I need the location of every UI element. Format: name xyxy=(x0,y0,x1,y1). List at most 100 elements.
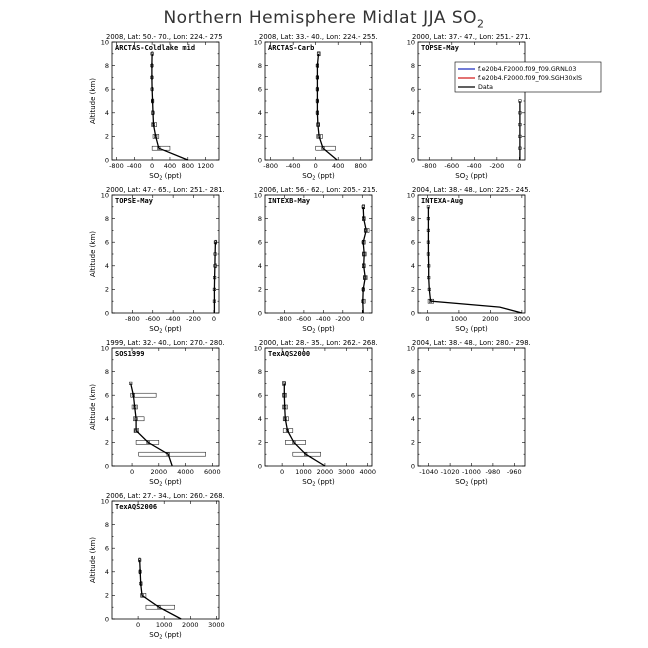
data-point xyxy=(157,146,161,150)
y-tick-label: 2 xyxy=(105,439,109,447)
y-tick-label: 4 xyxy=(258,262,262,270)
data-point xyxy=(131,393,135,397)
legend: f.e20b4.F2000.f09_f09.GRNL03 f.e20b4.F200… xyxy=(454,61,602,93)
data-point xyxy=(285,429,290,433)
x-tick-label: -400 xyxy=(316,315,331,323)
data-point xyxy=(427,287,431,291)
data-point xyxy=(427,264,431,268)
data-profile-line xyxy=(130,383,173,467)
y-tick-label: 0 xyxy=(411,309,415,317)
y-tick-label: 10 xyxy=(407,344,415,352)
data-point xyxy=(518,99,522,103)
panel-name: INTEXB-May xyxy=(268,197,311,205)
y-tick-label: 2 xyxy=(258,286,262,294)
x-axis-label: SO2 (ppt) xyxy=(455,325,488,335)
data-profile-line xyxy=(283,383,326,467)
x-tick-label: -1020 xyxy=(441,468,460,476)
x-axis-label: SO2 (ppt) xyxy=(455,172,488,182)
data-point xyxy=(362,252,366,256)
data-point xyxy=(315,87,319,91)
data-point xyxy=(140,593,144,597)
y-tick-label: 10 xyxy=(407,191,415,199)
page-title: Northern Hemisphere Midlat JJA SO2 xyxy=(0,8,648,30)
data-point xyxy=(361,205,365,209)
panel-4: 2000, Lat: 47.- 65., Lon: 251.- 281. TOPS… xyxy=(89,186,225,335)
y-tick-label: 10 xyxy=(101,497,109,505)
panel-frame xyxy=(417,41,526,161)
data-profile-line xyxy=(316,53,338,161)
y-axis-label: Altitude (km) xyxy=(89,231,97,277)
data-profile-line xyxy=(362,206,367,314)
x-tick-label: -800 xyxy=(422,162,437,170)
y-tick-label: 6 xyxy=(105,545,109,553)
data-point xyxy=(282,393,286,397)
y-tick-label: 0 xyxy=(105,309,109,317)
data-point xyxy=(361,240,365,244)
data-point xyxy=(151,111,155,115)
data-point xyxy=(213,276,217,280)
data-point xyxy=(292,440,296,444)
panel-name: SOS1999 xyxy=(115,350,145,358)
y-tick-label: 10 xyxy=(101,344,109,352)
y-tick-label: 6 xyxy=(258,392,262,400)
x-tick-label: 400 xyxy=(164,162,176,170)
panel-7: 1999, Lat: 32.- 40., Lon: 270.- 280. SOS1… xyxy=(89,339,225,488)
x-axis-label: SO2 (ppt) xyxy=(302,478,335,488)
panel-frame xyxy=(111,194,220,314)
data-point xyxy=(213,252,217,256)
panel-1: 2008, Lat: 50.- 70., Lon: 224.- 275 ARCTA… xyxy=(89,33,223,182)
data-profile-line xyxy=(213,242,217,313)
x-axis-label: SO2 (ppt) xyxy=(302,325,335,335)
x-tick-label: 400 xyxy=(332,162,344,170)
y-tick-label: 4 xyxy=(411,415,415,423)
error-box xyxy=(151,145,171,151)
y-tick-label: 8 xyxy=(411,368,415,376)
x-tick-label: -600 xyxy=(145,315,160,323)
x-tick-label: 800 xyxy=(355,162,367,170)
x-axis-label: SO2 (ppt) xyxy=(302,172,335,182)
panel-header: 2004, Lat: 38.- 48., Lon: 225.- 245. xyxy=(412,186,531,194)
data-point xyxy=(150,64,154,68)
data-point xyxy=(361,287,365,291)
x-tick-label: 1200 xyxy=(197,162,214,170)
data-point xyxy=(213,240,217,244)
y-tick-label: 6 xyxy=(105,86,109,94)
data-point xyxy=(150,75,154,79)
panel-5: 2006, Lat: 56.- 62., Lon: 205.- 215. INTE… xyxy=(254,186,378,335)
x-tick-label: 3000 xyxy=(208,621,225,629)
y-tick-label: 2 xyxy=(411,439,415,447)
x-tick-label: 0 xyxy=(136,621,140,629)
panel-frame xyxy=(111,41,220,161)
data-profile-line xyxy=(139,559,182,620)
x-tick-label: -800 xyxy=(277,315,292,323)
y-tick-label: 6 xyxy=(411,239,415,247)
x-tick-label: 4000 xyxy=(359,468,376,476)
y-axis-label: Altitude (km) xyxy=(89,537,97,583)
data-point xyxy=(315,111,319,115)
data-point xyxy=(315,64,319,68)
y-tick-label: 4 xyxy=(258,415,262,423)
x-axis-label: SO2 (ppt) xyxy=(149,478,182,488)
data-point xyxy=(321,146,325,150)
data-point xyxy=(283,405,287,409)
panel-6: 2004, Lat: 38.- 48., Lon: 225.- 245. INTE… xyxy=(407,186,531,335)
error-box xyxy=(133,416,145,422)
data-point xyxy=(151,99,155,103)
data-point xyxy=(154,134,158,138)
panel-frame xyxy=(417,194,526,314)
y-tick-label: 4 xyxy=(411,262,415,270)
x-tick-label: -200 xyxy=(186,315,201,323)
y-tick-label: 6 xyxy=(411,392,415,400)
data-point xyxy=(363,276,367,280)
data-point xyxy=(518,123,522,127)
x-tick-label: 1000 xyxy=(451,315,468,323)
y-tick-label: 2 xyxy=(105,133,109,141)
data-point xyxy=(518,134,522,138)
error-box xyxy=(292,451,321,457)
x-tick-label: 1000 xyxy=(156,621,173,629)
data-point xyxy=(315,75,319,79)
panel-2: 2008, Lat: 33.- 40., Lon: 224.- 255. ARCT… xyxy=(254,33,378,182)
x-tick-label: 3000 xyxy=(338,468,355,476)
panel-header: 2006, Lat: 56.- 62., Lon: 205.- 215. xyxy=(259,186,378,194)
y-tick-label: 8 xyxy=(258,215,262,223)
